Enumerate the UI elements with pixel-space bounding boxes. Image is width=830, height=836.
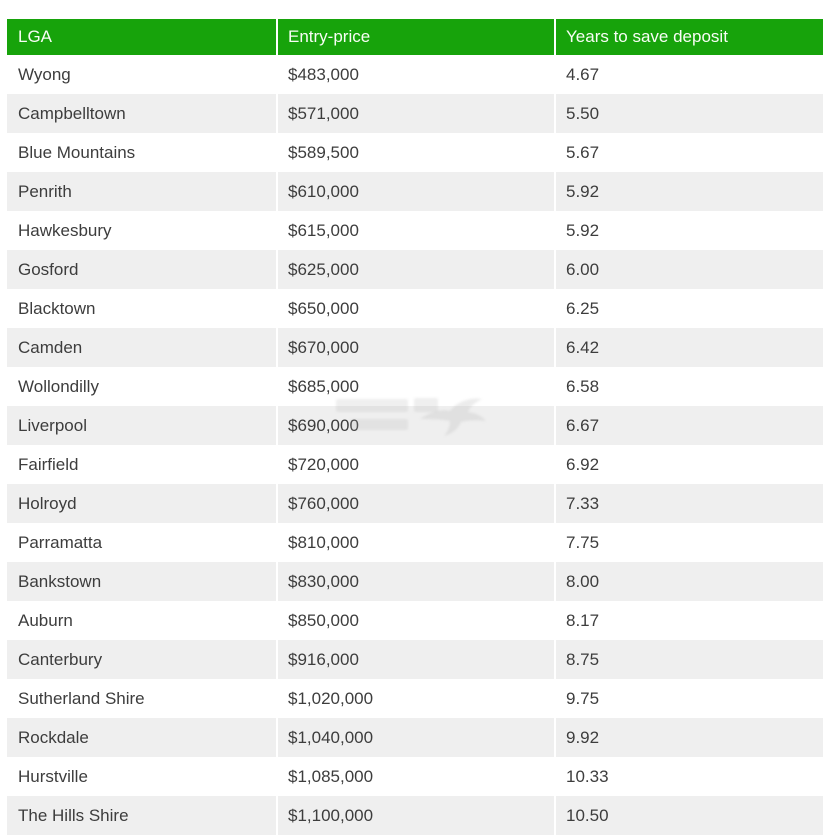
table-cell-years-to-save: 10.33: [554, 757, 823, 796]
table-cell-entry-price: $1,040,000: [276, 718, 554, 757]
table-cell-years-to-save: 6.58: [554, 367, 823, 406]
table-row: Canterbury $916,000 8.75: [7, 640, 823, 679]
table-cell-entry-price: $1,085,000: [276, 757, 554, 796]
table-cell-lga: Fairfield: [18, 454, 79, 474]
table-cell-entry-price: $916,000: [276, 640, 554, 679]
table-cell-lga: The Hills Shire: [18, 805, 129, 825]
table-cell-lga: Liverpool: [18, 415, 87, 435]
table-cell-years-to-save: 6.25: [554, 289, 823, 328]
table-cell-years-to-save: 8.00: [554, 562, 823, 601]
table-cell-lga: Parramatta: [18, 532, 103, 552]
table-cell-years-to-save: 4.67: [554, 55, 823, 94]
table-cell-years-to-save: 9.92: [554, 718, 823, 757]
table-cell-entry-price: $670,000: [276, 328, 554, 367]
table-cell-entry-price: $571,000: [276, 94, 554, 133]
table-row: Bankstown $830,000 8.00: [7, 562, 823, 601]
table-cell-lga: Wyong: [18, 64, 71, 84]
table-row: Penrith $610,000 5.92: [7, 172, 823, 211]
table-cell-years-to-save: 5.92: [554, 172, 823, 211]
table-cell-lga: Holroyd: [18, 493, 77, 513]
table-cell-entry-price: $685,000: [276, 367, 554, 406]
table-row: Gosford $625,000 6.00: [7, 250, 823, 289]
table-cell-lga: Camden: [18, 337, 83, 357]
table-cell-lga: Penrith: [18, 181, 72, 201]
table-row: Blacktown $650,000 6.25: [7, 289, 823, 328]
table-cell-entry-price: $720,000: [276, 445, 554, 484]
table-row: Wollondilly $685,000 6.58: [7, 367, 823, 406]
table-cell-years-to-save: 8.17: [554, 601, 823, 640]
table-row: Hurstville $1,085,000 10.33: [7, 757, 823, 796]
table-cell-years-to-save: 6.67: [554, 406, 823, 445]
table-cell-entry-price: $589,500: [276, 133, 554, 172]
table-row: Hawkesbury $615,000 5.92: [7, 211, 823, 250]
header-cell-lga: LGA: [18, 27, 53, 46]
table-cell-lga: Auburn: [18, 610, 73, 630]
table-cell-lga: Campbelltown: [18, 103, 126, 123]
table-cell-entry-price: $615,000: [276, 211, 554, 250]
table-cell-years-to-save: 8.75: [554, 640, 823, 679]
table-cell-lga: Bankstown: [18, 571, 102, 591]
table-cell-lga: Blacktown: [18, 298, 96, 318]
table-row: Wyong $483,000 4.67: [7, 55, 823, 94]
table-cell-lga: Canterbury: [18, 649, 103, 669]
table-cell-entry-price: $850,000: [276, 601, 554, 640]
table-cell-entry-price: $483,000: [276, 55, 554, 94]
table-row: Holroyd $760,000 7.33: [7, 484, 823, 523]
table-cell-years-to-save: 5.50: [554, 94, 823, 133]
table-cell-years-to-save: 10.50: [554, 796, 823, 835]
table-cell-lga: Rockdale: [18, 727, 89, 747]
table-row: Parramatta $810,000 7.75: [7, 523, 823, 562]
table-cell-years-to-save: 9.75: [554, 679, 823, 718]
table-cell-entry-price: $810,000: [276, 523, 554, 562]
table-cell-entry-price: $610,000: [276, 172, 554, 211]
table-row: Camden $670,000 6.42: [7, 328, 823, 367]
table-cell-entry-price: $625,000: [276, 250, 554, 289]
table-row: Auburn $850,000 8.17: [7, 601, 823, 640]
table-row: Blue Mountains $589,500 5.67: [7, 133, 823, 172]
table-header-row: LGA Entry-price Years to save deposit: [7, 19, 823, 55]
table-cell-years-to-save: 5.92: [554, 211, 823, 250]
table-row: The Hills Shire $1,100,000 10.50: [7, 796, 823, 835]
table-cell-lga: Hurstville: [18, 766, 88, 786]
table-cell-years-to-save: 6.42: [554, 328, 823, 367]
header-cell-entry-price: Entry-price: [276, 19, 554, 55]
table-cell-lga: Blue Mountains: [18, 142, 136, 162]
table-cell-years-to-save: 7.33: [554, 484, 823, 523]
table-cell-entry-price: $650,000: [276, 289, 554, 328]
table-cell-entry-price: $830,000: [276, 562, 554, 601]
table-cell-entry-price: $1,020,000: [276, 679, 554, 718]
table-cell-lga: Wollondilly: [18, 376, 99, 396]
table-cell-years-to-save: 6.00: [554, 250, 823, 289]
table-row: Sutherland Shire $1,020,000 9.75: [7, 679, 823, 718]
table-row: Rockdale $1,040,000 9.92: [7, 718, 823, 757]
table-row: Liverpool $690,000 6.67: [7, 406, 823, 445]
table-cell-entry-price: $690,000: [276, 406, 554, 445]
table-cell-years-to-save: 7.75: [554, 523, 823, 562]
table-cell-lga: Gosford: [18, 259, 79, 279]
table-body: Wyong $483,000 4.67 Campbelltown $571,00…: [7, 55, 823, 835]
table-cell-entry-price: $760,000: [276, 484, 554, 523]
table-row: Fairfield $720,000 6.92: [7, 445, 823, 484]
table-cell-lga: Hawkesbury: [18, 220, 112, 240]
table-cell-years-to-save: 6.92: [554, 445, 823, 484]
table-cell-entry-price: $1,100,000: [276, 796, 554, 835]
lga-deposit-table: LGA Entry-price Years to save deposit Wy…: [7, 19, 823, 835]
header-cell-years-to-save: Years to save deposit: [554, 19, 823, 55]
table-cell-years-to-save: 5.67: [554, 133, 823, 172]
table-row: Campbelltown $571,000 5.50: [7, 94, 823, 133]
table-cell-lga: Sutherland Shire: [18, 688, 145, 708]
